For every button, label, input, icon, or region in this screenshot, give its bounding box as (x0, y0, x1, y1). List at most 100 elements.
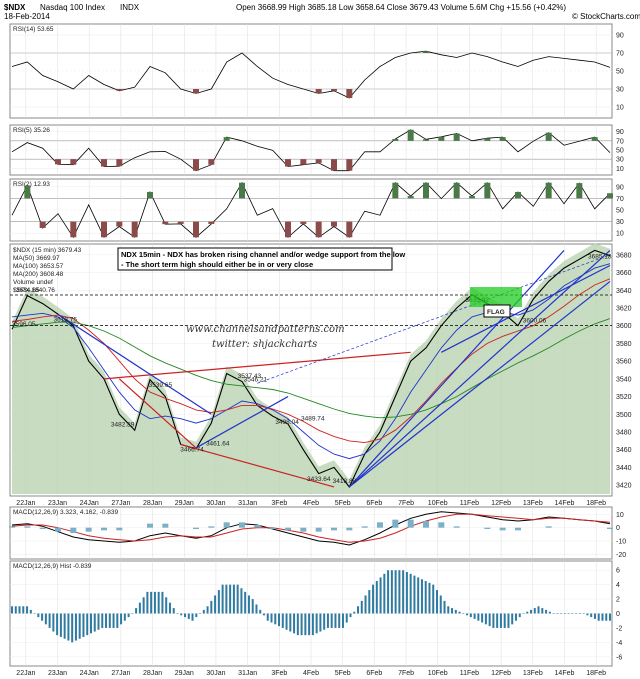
rsi14-tick-label: 50 (616, 69, 624, 76)
hist-bar (274, 613, 277, 625)
rsi5-overbought-fill (407, 129, 414, 141)
price-label: 3539.65 (149, 382, 173, 389)
x-tick-label: 30Jan (206, 500, 225, 507)
hist-bar (326, 613, 329, 628)
quote-line: Open 3668.99 High 3685.18 Low 3658.64 Cl… (236, 3, 566, 12)
rsi5-tick-label: 50 (616, 148, 624, 155)
price-label: 3466.74 (180, 447, 204, 454)
rsi5-oversold-fill (208, 159, 215, 165)
hist-bar (601, 613, 604, 621)
flag-label-box (483, 304, 511, 318)
hist-bar (142, 597, 145, 614)
rsi2-overbought-fill (484, 182, 491, 199)
x-tick-label: 29Jan (175, 500, 194, 507)
legend-item-ma100: MA(100) 3653.57 (13, 263, 64, 270)
hist-bar (210, 600, 213, 614)
macd-hist-bar (438, 522, 445, 528)
legend-item-ndx: $NDX (15 min) 3679.43 (13, 247, 82, 254)
hist-tick-label: 0 (616, 611, 620, 618)
hist-bar (195, 613, 198, 618)
rsi5-overbought-fill (392, 138, 399, 141)
hist-bar (597, 613, 600, 621)
hist-bar (289, 613, 292, 632)
macd-hist-bar (315, 527, 322, 532)
rsi5-oversold-fill (285, 159, 291, 167)
x-tick-label: 22Jan (16, 500, 35, 507)
price-labels: 3634.65 3613.75 3596.05 3539.65 3482.89 3466.… (12, 253, 612, 485)
hist-bar (552, 613, 555, 614)
x-tick-label: 24Jan (80, 500, 99, 507)
hist-bar (255, 604, 258, 614)
hist-bar (360, 600, 363, 614)
x-tick-label: 7Feb (398, 500, 414, 507)
x-tick-label: 23Jan (48, 670, 67, 677)
x-tick-label: 23Jan (48, 500, 67, 507)
macd-hist-bar (269, 527, 276, 529)
hist-bar (518, 613, 521, 618)
hist-bar (492, 613, 495, 628)
hist-bar (477, 613, 480, 621)
rsi2-oversold-fill (208, 221, 215, 224)
hist-bar (435, 590, 438, 614)
hist-bar (447, 606, 450, 614)
price-tick-label: 3540 (616, 376, 632, 383)
rsi2-overbought-fill (545, 182, 552, 199)
trendline (441, 264, 611, 353)
hist-bar (424, 581, 427, 614)
macd-hist-bar (208, 526, 215, 528)
rsi2-oversold-fill (39, 221, 46, 228)
series-line-ma3 (11, 318, 611, 419)
hist-bar (405, 572, 408, 614)
rsi5-overbought-fill (484, 138, 491, 141)
price-label: 3537.43 (238, 373, 262, 380)
hist-bar (390, 570, 393, 614)
rsi2-overbought-fill (453, 182, 460, 199)
x-tick-label: 11Feb (460, 500, 479, 507)
price-tick-label: 3420 (616, 483, 632, 490)
hist-bar (560, 613, 563, 614)
rsi2-oversold-fill (131, 221, 138, 238)
watermark-twitter: twitter: shjackcharts (212, 339, 317, 350)
rsi2-label: RSI(2) 12.93 (13, 181, 50, 188)
hist-bar (285, 613, 288, 630)
price-tick-label: 3440 (616, 465, 632, 472)
hist-bar (364, 595, 367, 614)
price-tick-label: 3640 (616, 288, 632, 295)
macd-label: MACD(12,26,9) 3.323, 4.162, -0.839 (13, 509, 119, 516)
rsi2-tick-label: 10 (616, 231, 624, 238)
hist-bar (191, 613, 194, 621)
hist-bar (29, 609, 32, 614)
hist-bar (605, 613, 608, 621)
hist-bar (311, 613, 314, 636)
hist-bar (372, 584, 375, 614)
hist-bar (402, 570, 405, 614)
rsi5-oversold-fill (55, 159, 61, 165)
macd-tick-label: -10 (616, 539, 626, 546)
hist-bar (176, 613, 179, 614)
hist-bar (56, 613, 59, 636)
rsi5-oversold-fill (346, 159, 353, 171)
hist-bar (503, 613, 506, 628)
rsi5-line (11, 129, 611, 172)
rsi5-overbought-fill (499, 137, 506, 141)
hist-bar (14, 606, 17, 614)
macd-hist-bar (515, 527, 521, 531)
trendline (348, 250, 565, 488)
x-tick-label: 27Jan (111, 500, 130, 507)
hist-bar (432, 584, 435, 614)
hist-bar (300, 613, 303, 636)
legend-item-volume: Volume undef (13, 279, 53, 286)
hist-bar (135, 608, 138, 614)
rsi2-tick-label: 50 (616, 208, 624, 215)
rsi5-overbought-fill (223, 137, 230, 141)
hist-bar (116, 613, 119, 628)
hist-bar (368, 590, 371, 614)
macd-hist-bar (147, 523, 153, 528)
price-label: 3489.74 (301, 415, 325, 422)
hist-bar (409, 573, 412, 614)
price-label: 3613.75 (54, 317, 78, 324)
macd-hist-bar (254, 525, 261, 528)
hist-bar (514, 613, 517, 621)
hist-bar (127, 613, 130, 618)
hist-bar (97, 613, 100, 630)
